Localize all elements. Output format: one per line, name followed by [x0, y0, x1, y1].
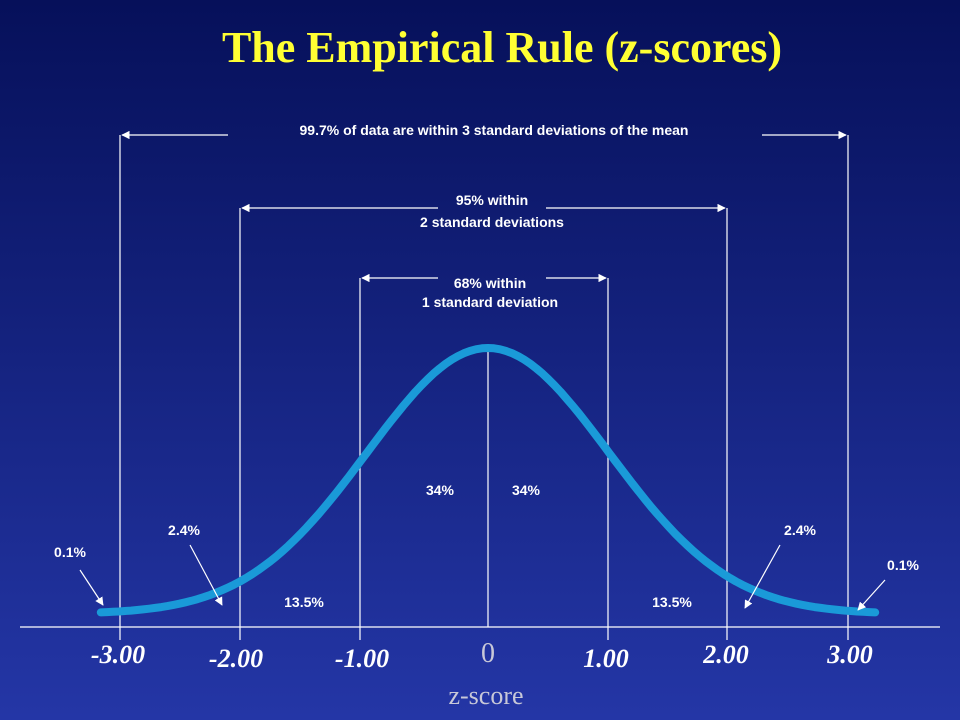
tick-label: 0 — [481, 638, 495, 669]
span-label: 1 standard deviation — [422, 294, 558, 310]
tick-label: 2.00 — [702, 640, 749, 669]
normal-curve — [96, 344, 880, 617]
region-label: 0.1% — [54, 544, 86, 560]
tick-label: 3.00 — [826, 640, 873, 669]
pointers — [79, 544, 886, 611]
region-label: 13.5% — [652, 594, 692, 610]
span-arrows — [121, 130, 847, 283]
span-label: 68% within — [454, 275, 526, 291]
region-label: 2.4% — [784, 522, 816, 538]
axis-label: z-score — [448, 681, 523, 710]
region-label: 13.5% — [284, 594, 324, 610]
span-label: 95% within — [456, 192, 528, 208]
title: The Empirical Rule (z-scores) — [222, 23, 782, 72]
guides — [20, 135, 940, 640]
span-label: 99.7% of data are within 3 standard devi… — [300, 122, 689, 138]
tick-label: -2.00 — [209, 644, 263, 673]
region-label: 0.1% — [887, 557, 919, 573]
tick-label: 1.00 — [583, 644, 629, 673]
region-label: 34% — [512, 482, 541, 498]
span-label: 2 standard deviations — [420, 214, 564, 230]
tick-label: -3.00 — [91, 640, 145, 669]
region-label: 2.4% — [168, 522, 200, 538]
tick-label: -1.00 — [335, 644, 389, 673]
region-label: 34% — [426, 482, 455, 498]
